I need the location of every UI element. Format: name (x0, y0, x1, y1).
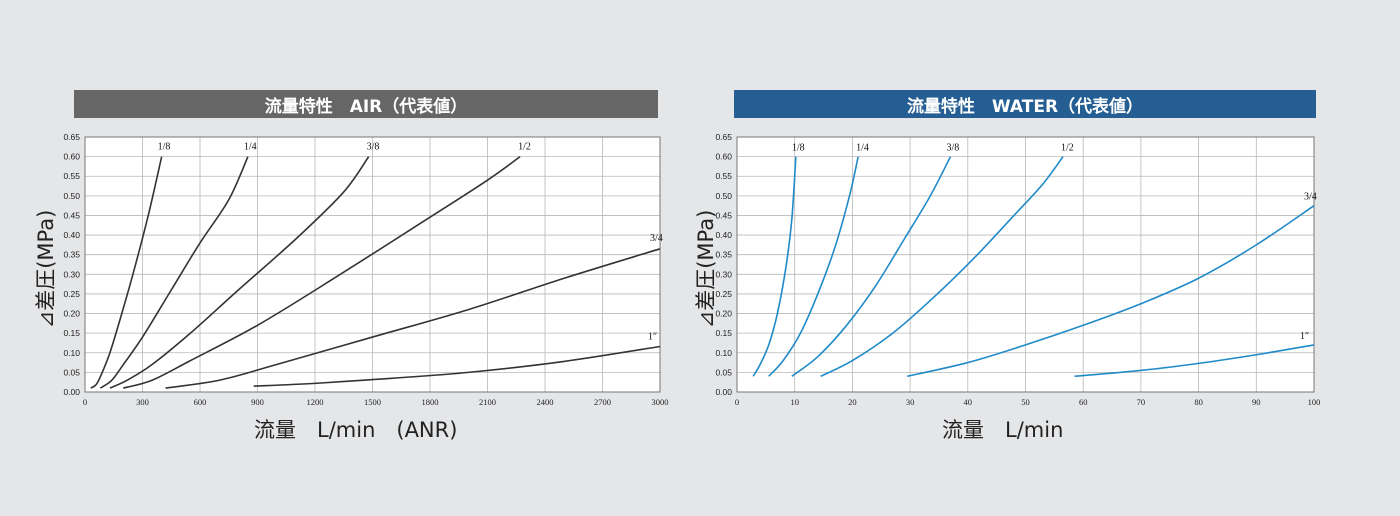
water-y-tick-label: 0.60 (715, 152, 732, 162)
water-y-tick-label: 0.20 (715, 309, 732, 319)
water-y-tick-label: 0.15 (715, 328, 732, 338)
air-series-label: 3/8 (367, 142, 380, 153)
water-y-tick-label: 0.65 (715, 132, 732, 142)
air-series-label: 3/4 (650, 233, 663, 244)
air-x-axis-label: 流量 L/min (ANR) (254, 418, 458, 442)
air-y-tick-label: 0.35 (63, 250, 80, 260)
air-series-line-4 (165, 248, 661, 389)
air-y-tick-label: 0.55 (63, 171, 80, 181)
air-series-label: 1″ (648, 331, 657, 342)
water-x-tick-label: 70 (1137, 397, 1146, 407)
water-x-tick-label: 0 (735, 397, 739, 407)
air-y-tick-label: 0.00 (63, 387, 80, 397)
air-series-line-3 (123, 155, 521, 389)
water-y-tick-label: 0.55 (715, 171, 732, 181)
water-series-label: 1/8 (792, 143, 805, 154)
water-x-tick-label: 40 (964, 397, 973, 407)
air-x-tick-label: 1200 (307, 397, 324, 407)
water-series-line-4 (907, 204, 1315, 378)
air-y-tick-label: 0.05 (63, 367, 80, 377)
air-series-label: 1/8 (158, 142, 171, 153)
water-chart-header: 流量特性 WATER（代表値） (734, 90, 1316, 118)
water-series-line-1 (768, 156, 859, 377)
water-series-label: 1″ (1300, 331, 1309, 342)
air-y-tick-label: 0.25 (63, 289, 80, 299)
water-x-tick-label: 10 (790, 397, 799, 407)
water-x-tick-label: 80 (1194, 397, 1203, 407)
air-y-tick-label: 0.40 (63, 230, 80, 240)
water-y-tick-label: 0.25 (715, 289, 732, 299)
water-y-tick-label: 0.10 (715, 348, 732, 358)
air-y-tick-label: 0.15 (63, 328, 80, 338)
air-series-line-2 (109, 156, 370, 389)
water-x-tick-label: 90 (1252, 397, 1261, 407)
air-series-label: 1/2 (518, 142, 531, 153)
air-x-tick-label: 3000 (652, 397, 669, 407)
air-x-tick-label: 2100 (479, 397, 496, 407)
water-x-tick-label: 30 (906, 397, 915, 407)
water-series-label: 1/4 (856, 143, 869, 154)
water-y-tick-label: 0.35 (715, 250, 732, 260)
water-y-tick-label: 0.30 (715, 269, 732, 279)
water-x-tick-label: 20 (848, 397, 857, 407)
air-series-line-1 (99, 156, 249, 389)
air-x-tick-label: 1500 (364, 397, 381, 407)
air-x-tick-label: 1800 (422, 397, 439, 407)
air-y-tick-label: 0.10 (63, 348, 80, 358)
air-x-tick-label: 900 (251, 397, 264, 407)
air-plot-border (84, 136, 661, 393)
water-y-tick-label: 0.40 (715, 230, 732, 240)
water-series-line-2 (791, 156, 952, 377)
air-series-line-5 (253, 345, 661, 387)
water-y-tick-label: 0.00 (715, 387, 732, 397)
water-x-axis-label: 流量 L/min (942, 418, 1064, 442)
air-y-tick-label: 0.20 (63, 309, 80, 319)
water-y-tick-label: 0.05 (715, 367, 732, 377)
water-series-line-5 (1074, 344, 1315, 378)
water-x-tick-label: 50 (1021, 397, 1030, 407)
water-series-label: 3/4 (1304, 192, 1317, 203)
water-series-label: 1/2 (1061, 143, 1074, 154)
water-series-line-3 (820, 156, 1064, 378)
water-x-tick-label: 100 (1308, 397, 1321, 407)
air-x-tick-label: 2400 (537, 397, 554, 407)
air-x-tick-label: 600 (194, 397, 207, 407)
water-series-line-0 (752, 156, 797, 377)
air-series-line-0 (90, 156, 163, 389)
water-y-tick-label: 0.45 (715, 210, 732, 220)
air-y-tick-label: 0.65 (63, 132, 80, 142)
air-y-tick-label: 0.50 (63, 191, 80, 201)
air-y-tick-label: 0.60 (63, 152, 80, 162)
air-y-tick-label: 0.45 (63, 210, 80, 220)
water-x-tick-label: 60 (1079, 397, 1088, 407)
water-plot-border (736, 136, 1315, 393)
air-series-label: 1/4 (244, 142, 257, 153)
water-series-label: 3/8 (946, 143, 959, 154)
air-chart-header: 流量特性 AIR（代表値） (74, 90, 658, 118)
air-y-tick-label: 0.30 (63, 269, 80, 279)
air-x-tick-label: 300 (136, 397, 149, 407)
water-y-tick-label: 0.50 (715, 191, 732, 201)
air-x-tick-label: 2700 (594, 397, 611, 407)
air-x-tick-label: 0 (83, 397, 87, 407)
